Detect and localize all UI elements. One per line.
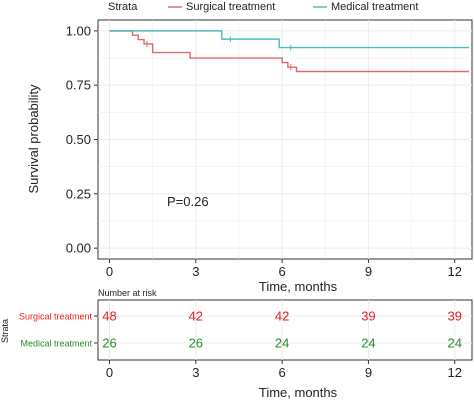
risk-table-title: Number at risk [98,288,157,298]
y-tick-label: 0.75 [66,78,91,93]
y-axis-label: Survival probability [26,84,41,194]
survival-curve-medical [109,30,470,49]
risk-strata-label: Strata [0,319,10,343]
legend-label-medical: Medical treatment [331,1,418,13]
x-tick-label: 6 [279,264,286,279]
risk-x-tick-label: 3 [192,365,199,380]
risk-table-grid [98,300,472,360]
y-tick-label: 0.00 [66,241,91,256]
p-value-annotation: P=0.26 [167,194,209,209]
risk-cell: 42 [189,309,203,324]
risk-x-tick-label: 0 [106,365,113,380]
risk-table-cells: 48 42 42 39 39 26 26 24 24 24 [102,309,462,351]
risk-row-label: Medical treatment [20,339,92,349]
y-axis-ticks: 0.00 0.25 0.50 0.75 1.00 [66,23,98,256]
legend: Strata Surgical treatment Medical treatm… [108,1,418,13]
x-tick-label: 3 [192,264,199,279]
risk-cell: 26 [102,336,116,351]
legend-label-surgical: Surgical treatment [186,1,275,13]
risk-cell: 48 [102,309,116,324]
risk-cell: 24 [361,336,375,351]
risk-x-tick-label: 12 [448,365,462,380]
risk-table-panel [97,299,473,361]
risk-cell: 24 [275,336,289,351]
risk-cell: 39 [448,309,462,324]
x-tick-label: 9 [365,264,372,279]
y-tick-label: 1.00 [66,23,91,38]
risk-x-tick-label: 9 [365,365,372,380]
x-axis-label: Time, months [259,279,338,294]
risk-cell: 26 [189,336,203,351]
survival-curve-surgical [109,30,470,73]
y-tick-label: 0.25 [66,186,91,201]
survival-curves [109,30,470,73]
risk-cell: 24 [448,336,462,351]
legend-title: Strata [108,1,138,13]
x-axis-ticks: 0 3 6 9 12 [106,259,462,279]
plot-grid [98,20,472,259]
risk-x-axis-label: Time, months [259,385,338,400]
x-tick-label: 0 [106,264,113,279]
risk-row-label: Surgical treatment [19,312,93,322]
x-tick-label: 12 [448,264,462,279]
survival-plot: 0.00 0.25 0.50 0.75 1.00 0 3 6 9 12 Survival pro… [26,19,473,294]
risk-x-tick-label: 6 [279,365,286,380]
risk-cell: 42 [275,309,289,324]
risk-cell: 39 [361,309,375,324]
risk-table-row-labels: Surgical treatment Medical treatment [19,312,98,349]
risk-x-axis-ticks: 0 3 6 9 12 [106,360,462,380]
y-tick-label: 0.50 [66,132,91,147]
